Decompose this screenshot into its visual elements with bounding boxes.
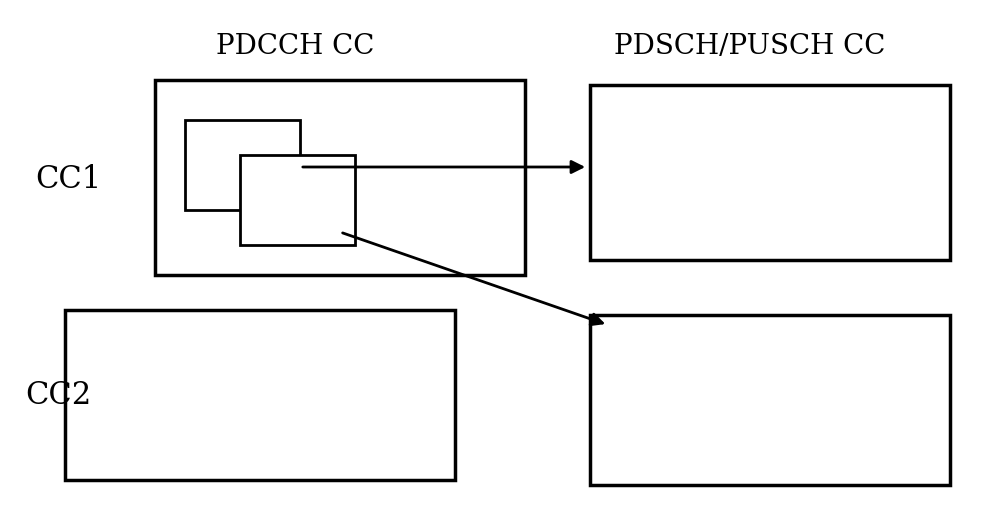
Bar: [155, 80, 525, 275]
Text: PDCCH CC: PDCCH CC: [216, 33, 374, 60]
Text: CC1: CC1: [35, 164, 101, 196]
Bar: [65, 310, 455, 480]
Bar: [590, 315, 950, 485]
Bar: [185, 120, 300, 210]
Text: PDSCH/PUSCH CC: PDSCH/PUSCH CC: [614, 33, 886, 60]
Text: CC2: CC2: [25, 380, 91, 411]
Bar: [590, 85, 950, 260]
Bar: [240, 155, 355, 245]
